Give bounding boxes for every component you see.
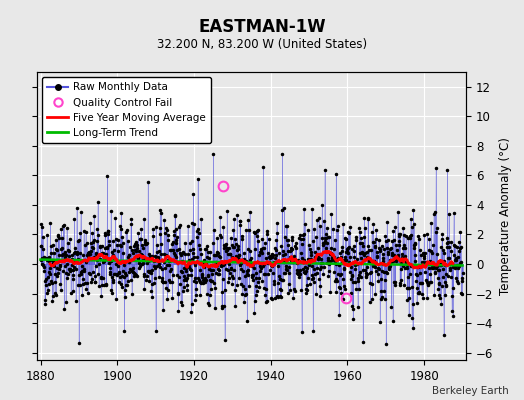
Legend: Raw Monthly Data, Quality Control Fail, Five Year Moving Average, Long-Term Tren: Raw Monthly Data, Quality Control Fail, … bbox=[42, 77, 211, 143]
Text: EASTMAN-1W: EASTMAN-1W bbox=[198, 18, 326, 36]
Y-axis label: Temperature Anomaly (°C): Temperature Anomaly (°C) bbox=[499, 137, 512, 295]
Text: Berkeley Earth: Berkeley Earth bbox=[432, 386, 508, 396]
Text: 32.200 N, 83.200 W (United States): 32.200 N, 83.200 W (United States) bbox=[157, 38, 367, 51]
